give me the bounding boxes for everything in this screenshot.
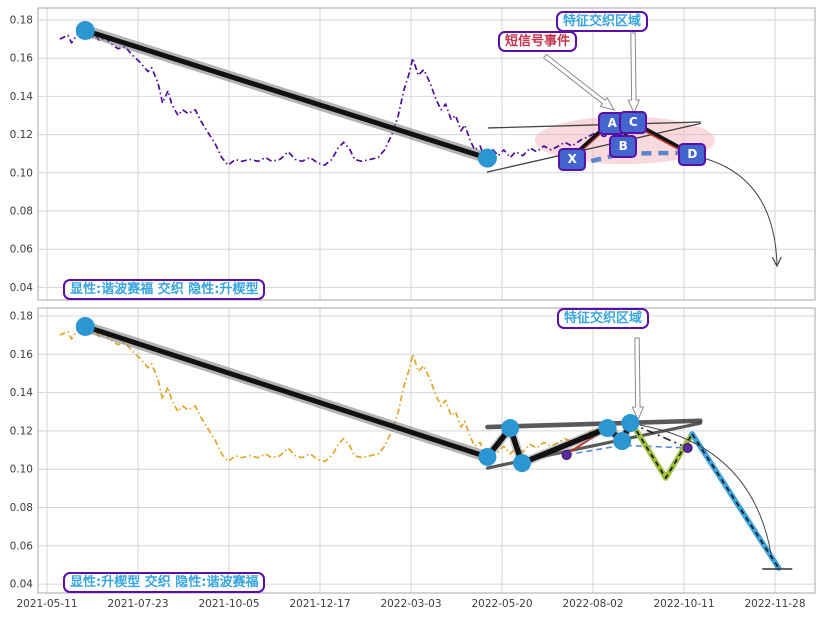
svg-text:2021-12-17: 2021-12-17 bbox=[289, 598, 350, 610]
svg-text:2021-05-11: 2021-05-11 bbox=[16, 598, 77, 610]
svg-text:0.06: 0.06 bbox=[10, 244, 34, 256]
svg-text:0.06: 0.06 bbox=[10, 540, 34, 552]
svg-text:0.10: 0.10 bbox=[10, 167, 33, 179]
top-region-label: 特征交织区域 bbox=[556, 11, 649, 32]
svg-text:0.10: 0.10 bbox=[10, 464, 33, 476]
top-summary-label: 显性:谐波赛福 交织 隐性:升楔型 bbox=[63, 279, 266, 300]
pattern-point-D: D bbox=[678, 142, 707, 166]
svg-text:2021-10-05: 2021-10-05 bbox=[198, 598, 259, 610]
svg-text:2022-11-28: 2022-11-28 bbox=[744, 598, 805, 610]
svg-text:0.08: 0.08 bbox=[10, 206, 33, 218]
bottom-region-label: 特征交织区域 bbox=[557, 308, 650, 329]
pattern-point-B: B bbox=[609, 134, 638, 158]
svg-text:0.16: 0.16 bbox=[10, 349, 34, 361]
pattern-point-X: X bbox=[558, 148, 587, 172]
svg-text:0.04: 0.04 bbox=[10, 282, 34, 294]
svg-text:2021-07-23: 2021-07-23 bbox=[107, 598, 168, 610]
pattern-point-C: C bbox=[619, 111, 648, 135]
svg-text:0.12: 0.12 bbox=[10, 425, 33, 437]
top-event-label: 短信号事件 bbox=[498, 31, 578, 52]
svg-text:2022-03-03: 2022-03-03 bbox=[380, 598, 441, 610]
svg-text:0.18: 0.18 bbox=[10, 311, 33, 323]
svg-text:2022-08-02: 2022-08-02 bbox=[562, 598, 623, 610]
svg-text:0.14: 0.14 bbox=[10, 387, 34, 399]
svg-text:2022-05-20: 2022-05-20 bbox=[471, 598, 532, 610]
svg-text:0.12: 0.12 bbox=[10, 129, 33, 141]
svg-text:0.14: 0.14 bbox=[10, 91, 34, 103]
svg-text:0.18: 0.18 bbox=[10, 15, 33, 27]
svg-text:0.16: 0.16 bbox=[10, 53, 34, 65]
svg-text:2022-10-11: 2022-10-11 bbox=[653, 598, 714, 610]
svg-text:0.08: 0.08 bbox=[10, 502, 33, 514]
svg-text:0.04: 0.04 bbox=[10, 579, 34, 591]
bottom-summary-label: 显性:升楔型 交织 隐性:谐波赛福 bbox=[63, 572, 266, 593]
